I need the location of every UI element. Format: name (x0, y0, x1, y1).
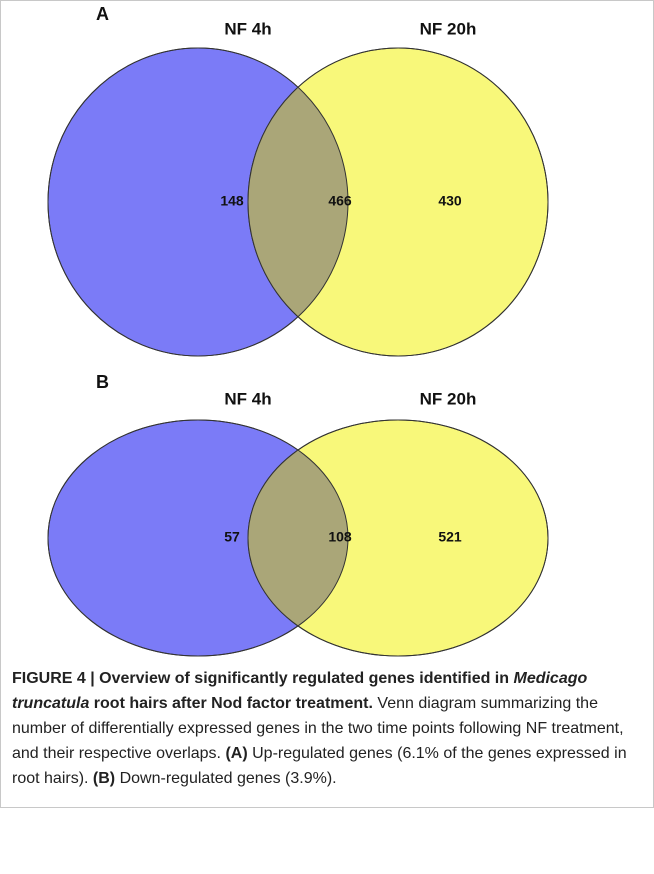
caption-run: Medicago truncatula (12, 670, 588, 712)
overlap (248, 48, 348, 356)
set-name: NF 20h (420, 389, 477, 408)
caption-run: Venn diagram summarizing the number of d… (12, 695, 624, 762)
caption-run: root hairs after Nod factor treatment. (93, 695, 373, 712)
region-count: 521 (438, 529, 462, 545)
caption-run: Up-regulated genes (6.1% of the genes ex… (12, 745, 627, 787)
set-name: NF 20h (420, 19, 477, 38)
outline (247, 47, 549, 357)
region-count: 108 (328, 529, 352, 545)
set-name: NF 4h (224, 389, 271, 408)
caption-run: (B) (92, 770, 116, 787)
panel-label: A (96, 4, 109, 24)
region-count: 57 (224, 529, 240, 545)
outline (47, 47, 349, 357)
set-name: NF 4h (224, 19, 271, 38)
caption-run: FIGURE 4 | Overview of significantly reg… (12, 670, 510, 687)
panel-label: B (96, 372, 109, 392)
outline (47, 419, 349, 657)
outline (247, 419, 549, 657)
caption-run: (A) (225, 745, 248, 762)
caption-run: Down-regulated genes (3.9%). (119, 770, 337, 787)
region-count: 148 (220, 193, 244, 209)
venn-figure: A NF 4h NF 20h 148 466 430 B NF 4h NF 20h 57 108 52… (47, 4, 549, 657)
overlap (248, 420, 348, 656)
region-count: 466 (328, 193, 352, 209)
caption: FIGURE 4 | Overview of significantly reg… (12, 666, 634, 791)
region-count: 430 (438, 193, 462, 209)
